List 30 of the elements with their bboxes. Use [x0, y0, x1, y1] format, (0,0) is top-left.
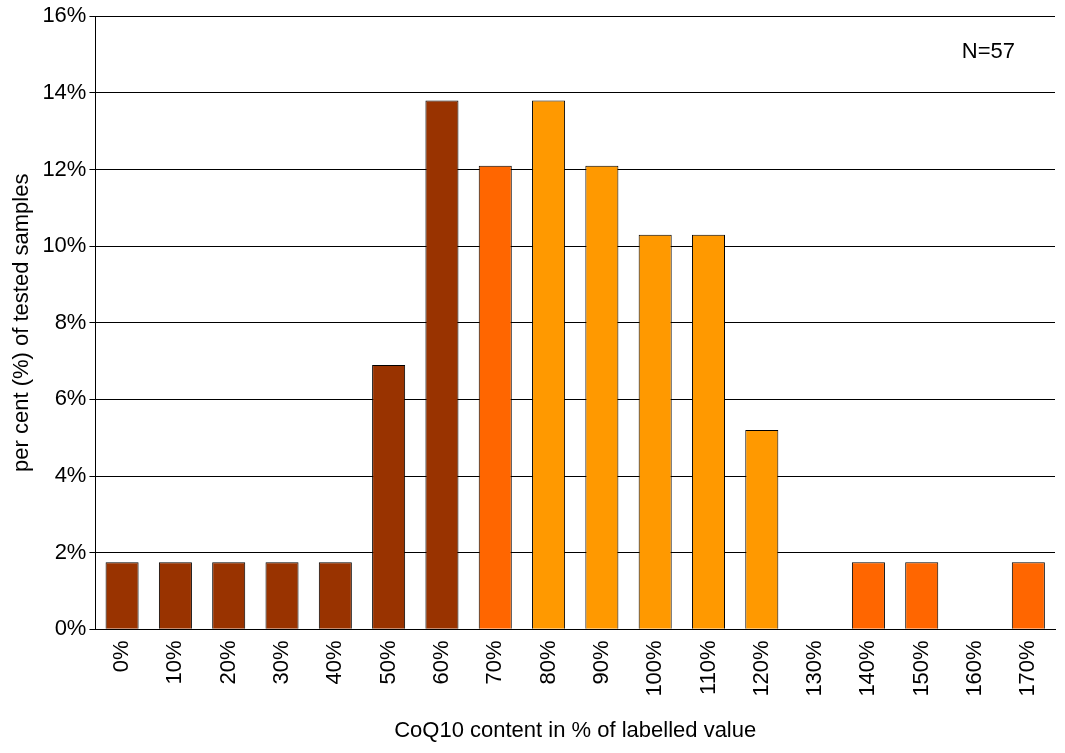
x-tick-label: 60% — [428, 640, 454, 685]
x-tick-label: 10% — [161, 640, 187, 685]
x-tick-label: 70% — [481, 640, 507, 685]
x-axis-title: CoQ10 content in % of labelled value — [394, 716, 757, 742]
annotation: N=57 — [961, 38, 1015, 64]
y-tick-label: 12% — [42, 155, 87, 181]
x-tick-label: 130% — [801, 640, 827, 697]
y-tick-label: 6% — [54, 385, 87, 411]
x-tick-label: 80% — [534, 640, 560, 685]
x-tick-label: 110% — [694, 640, 720, 695]
y-tick-label: 8% — [54, 308, 87, 334]
y-tick-label: 16% — [42, 2, 87, 28]
x-tick-label: 150% — [907, 640, 933, 697]
x-tick-label: 0% — [108, 640, 134, 673]
y-tick-label: 14% — [42, 78, 87, 104]
x-tick-label: 30% — [268, 640, 294, 685]
y-tick-label: 2% — [54, 538, 87, 564]
y-tick-label: 0% — [54, 615, 87, 641]
x-tick-label: 20% — [214, 640, 240, 685]
y-tick-label: 10% — [42, 232, 87, 258]
x-tick-label: 100% — [641, 640, 667, 697]
x-tick-label: 170% — [1014, 640, 1040, 697]
x-tick-label: 50% — [374, 640, 400, 685]
x-tick-label: 40% — [321, 640, 347, 685]
x-tick-label: 160% — [961, 640, 987, 697]
x-tick-label: 90% — [587, 640, 613, 685]
x-tick-label: 140% — [854, 640, 880, 697]
x-tick-label: 120% — [747, 640, 773, 697]
y-tick-label: 4% — [54, 462, 87, 488]
y-axis-title: per cent (%) of tested samples — [8, 173, 34, 472]
